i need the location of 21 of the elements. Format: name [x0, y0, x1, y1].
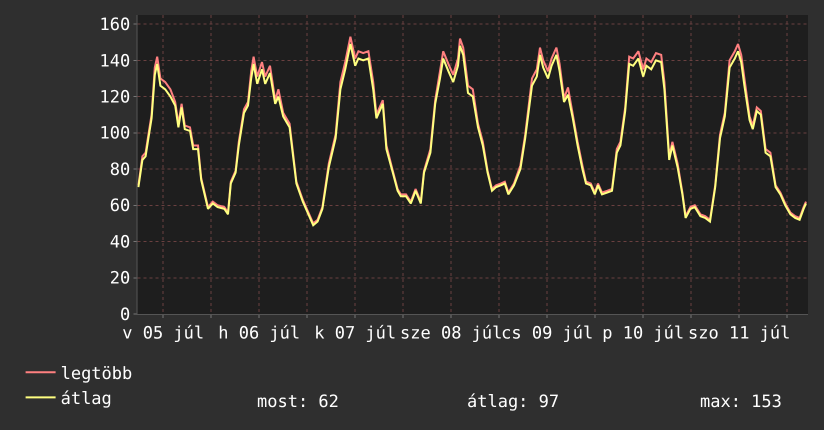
- x-tick-label: cs 09 júl: [501, 323, 594, 344]
- x-tick-label: v 05 júl: [122, 323, 204, 344]
- y-tick-label: 80: [110, 160, 130, 180]
- legend-label: átlag: [60, 389, 112, 410]
- x-tick-label: k 07 júl: [314, 323, 396, 344]
- y-tick-label: 20: [110, 268, 130, 289]
- y-tick-label: 120: [99, 88, 130, 108]
- y-tick-label: 140: [99, 51, 130, 72]
- x-tick-label: szo 11 júl: [688, 323, 790, 344]
- legend-label: legtöbb: [60, 364, 132, 384]
- text: most: 62: [257, 392, 339, 412]
- y-tick-label: 160: [99, 15, 130, 36]
- y-tick-label: 100: [99, 124, 130, 144]
- y-tick-label: 60: [110, 196, 130, 216]
- text: max: 153: [700, 392, 782, 412]
- y-tick-label: 0: [120, 304, 130, 325]
- y-tick-label: 40: [110, 232, 130, 252]
- x-tick-label: p 10 júl: [602, 323, 684, 344]
- x-tick-label: sze 08 júl: [400, 323, 502, 344]
- x-tick-label: h 06 júl: [218, 323, 300, 344]
- text: átlag: 97: [467, 392, 560, 412]
